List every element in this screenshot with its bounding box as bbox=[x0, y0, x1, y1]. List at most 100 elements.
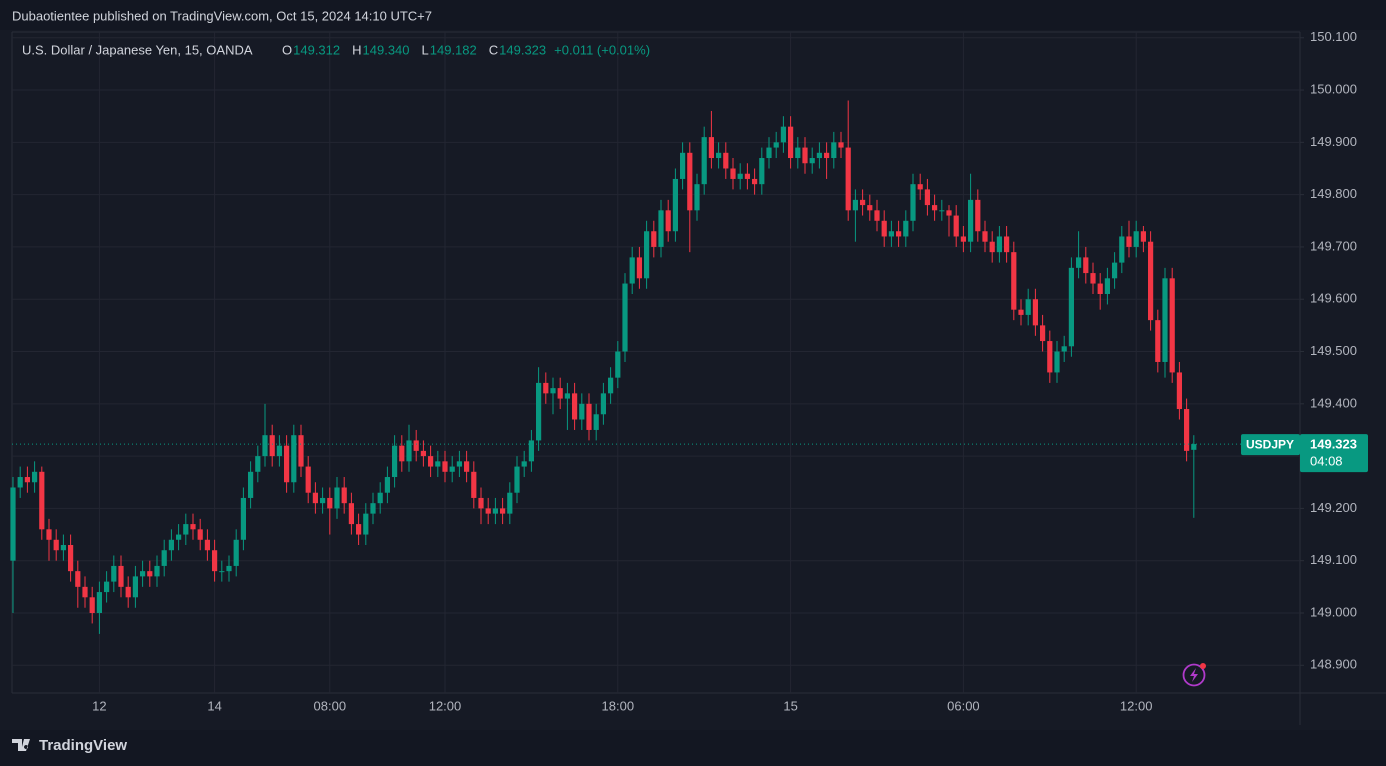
legend-value: 149.340 bbox=[363, 42, 410, 57]
candle-body bbox=[320, 497, 326, 504]
candle-body bbox=[557, 388, 563, 399]
candle-body bbox=[1169, 278, 1175, 373]
candle-body bbox=[1191, 444, 1197, 450]
candle-body bbox=[262, 435, 268, 457]
candle-body bbox=[392, 445, 398, 478]
candle-body bbox=[456, 461, 462, 467]
candle-body bbox=[276, 445, 282, 457]
candle-body bbox=[802, 147, 808, 164]
y-tick-label: 149.800 bbox=[1310, 186, 1357, 201]
alert-icon-bolt bbox=[1190, 668, 1198, 682]
brand[interactable]: TradingView bbox=[12, 737, 127, 754]
candle-body bbox=[248, 471, 254, 498]
x-tick-label: 14 bbox=[207, 698, 221, 713]
candle-body bbox=[737, 173, 743, 179]
candle-body bbox=[140, 571, 146, 577]
legend-key: L bbox=[422, 42, 429, 57]
candle-body bbox=[924, 189, 930, 206]
candle-body bbox=[665, 210, 671, 232]
candle-body bbox=[1162, 278, 1168, 362]
y-tick-label: 149.200 bbox=[1310, 500, 1357, 515]
candle-body bbox=[132, 576, 138, 598]
candle-body bbox=[485, 508, 491, 514]
candle-body bbox=[1155, 320, 1161, 362]
candle-body bbox=[1176, 372, 1182, 410]
candle-body bbox=[1004, 236, 1010, 253]
candle-body bbox=[716, 152, 722, 159]
candle-body bbox=[622, 283, 628, 352]
candle-body bbox=[233, 539, 239, 566]
candle-body bbox=[816, 152, 822, 159]
candle-body bbox=[363, 513, 369, 535]
brand-logo bbox=[12, 739, 30, 751]
candle-body bbox=[723, 152, 729, 169]
candle-body bbox=[874, 210, 880, 221]
candle-body bbox=[75, 571, 81, 587]
y-tick-label: 148.900 bbox=[1310, 657, 1357, 672]
candle-body bbox=[327, 497, 333, 509]
candle-body bbox=[752, 178, 758, 185]
candle-body bbox=[939, 210, 945, 212]
candle-body bbox=[809, 158, 815, 164]
candle-body bbox=[593, 414, 599, 430]
candle-body bbox=[773, 142, 779, 148]
ohlc-legend: O 149.312 H 149.340 L 149.182 C 149.323 +0.011 (… bbox=[282, 42, 650, 57]
candle-body bbox=[10, 487, 16, 561]
legend-value: 149.323 bbox=[499, 42, 546, 57]
price-tag-box bbox=[1300, 434, 1368, 473]
candle-body bbox=[644, 231, 650, 279]
candle-body bbox=[1076, 257, 1082, 268]
candle-body bbox=[406, 440, 412, 462]
alert-icon[interactable] bbox=[1182, 663, 1207, 687]
candle-body bbox=[528, 440, 534, 462]
candle-body bbox=[1061, 346, 1067, 352]
legend-value: 149.182 bbox=[430, 42, 477, 57]
candle-body bbox=[838, 142, 844, 148]
candle-body bbox=[1184, 409, 1190, 451]
candle-body bbox=[1083, 257, 1089, 274]
candle-body bbox=[428, 456, 434, 467]
candle-body bbox=[572, 393, 578, 420]
candle-body bbox=[514, 466, 520, 493]
candle-body bbox=[492, 508, 498, 514]
candle-body bbox=[989, 241, 995, 253]
x-tick-label: 06:00 bbox=[947, 698, 980, 713]
countdown: 04:08 bbox=[1310, 454, 1343, 469]
candle-body bbox=[1068, 267, 1074, 347]
candle-body bbox=[284, 445, 290, 483]
brand-name: TradingView bbox=[39, 737, 127, 754]
candle-body bbox=[845, 147, 851, 211]
candle-body bbox=[586, 403, 592, 430]
candle-body bbox=[701, 137, 707, 185]
candle-body bbox=[104, 581, 110, 593]
candle-body bbox=[1112, 262, 1118, 279]
candle-body bbox=[334, 487, 340, 509]
candle-body bbox=[356, 524, 362, 535]
y-tick-label: 150.100 bbox=[1310, 29, 1357, 44]
candle-body bbox=[305, 466, 311, 493]
candle-body bbox=[651, 231, 657, 247]
candle-body bbox=[341, 487, 347, 504]
candle-body bbox=[982, 231, 988, 242]
candle-body bbox=[1018, 309, 1024, 315]
candle-body bbox=[377, 492, 383, 504]
candle-body bbox=[348, 503, 354, 525]
candle-body bbox=[1040, 325, 1046, 342]
candle-body bbox=[442, 461, 448, 472]
candle-body bbox=[867, 205, 873, 211]
x-tick-label: 12:00 bbox=[1120, 698, 1153, 713]
candle-body bbox=[917, 184, 923, 190]
candle-body bbox=[82, 586, 88, 598]
candle-body bbox=[1140, 231, 1146, 242]
candle-body bbox=[600, 393, 606, 415]
candle-body bbox=[910, 184, 916, 221]
candle-body bbox=[269, 435, 275, 457]
candle-body bbox=[413, 440, 419, 451]
candle-body bbox=[615, 351, 621, 378]
candle-body bbox=[1148, 241, 1154, 321]
candle-body bbox=[399, 445, 405, 462]
candle-body bbox=[147, 571, 153, 577]
candle-body bbox=[384, 477, 390, 493]
candle-body bbox=[204, 539, 210, 551]
candle-body bbox=[219, 571, 225, 573]
